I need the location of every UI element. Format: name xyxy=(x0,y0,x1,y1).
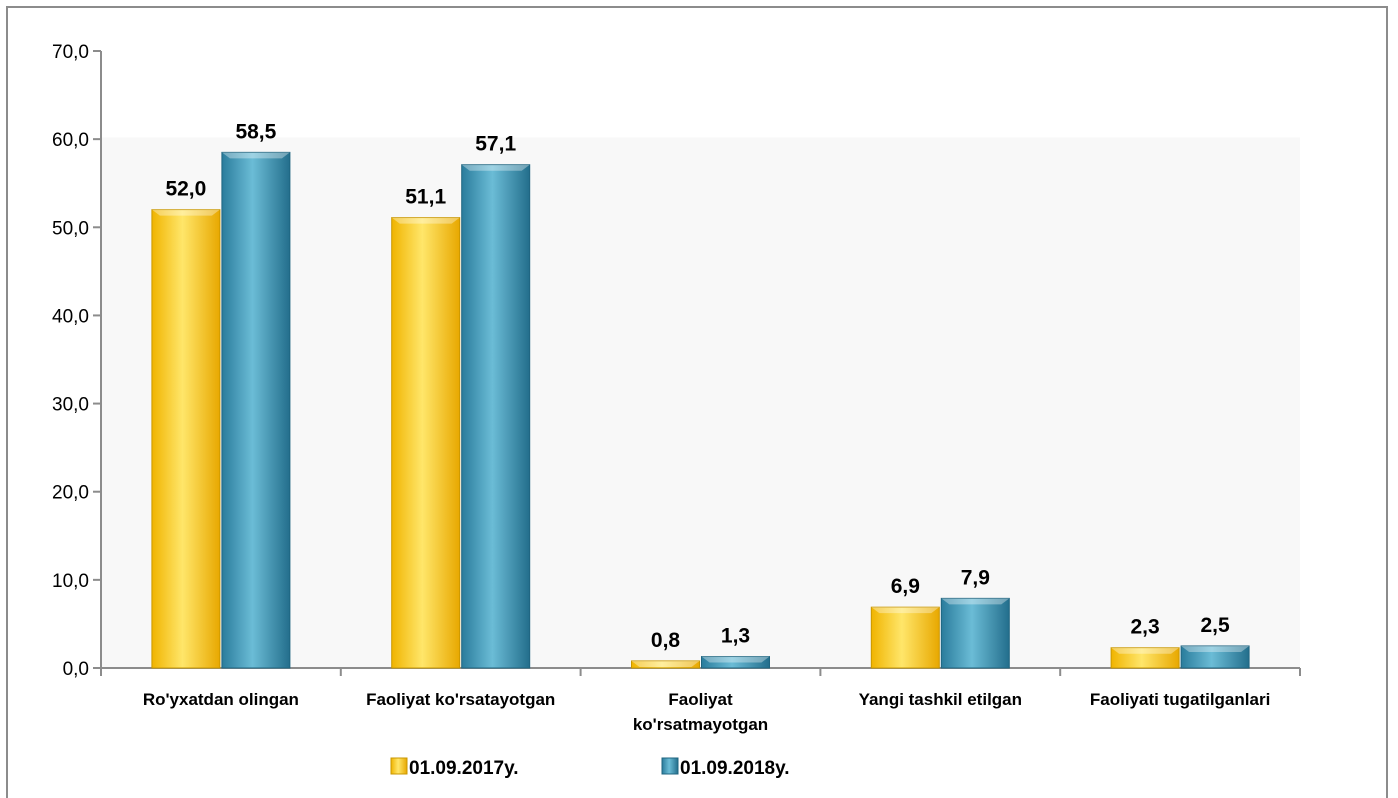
y-tick-label: 60,0 xyxy=(52,130,89,151)
bar-2018 xyxy=(461,164,531,669)
y-tick-label: 70,0 xyxy=(52,42,89,63)
legend-label: 01.09.2017y. xyxy=(409,758,519,779)
bar-2017 xyxy=(391,217,461,669)
bar-bevel xyxy=(1111,647,1180,654)
bar-bevel xyxy=(391,217,460,224)
legend-swatch xyxy=(390,757,408,775)
legend-label: 01.09.2018y. xyxy=(680,758,790,779)
bar-2018 xyxy=(701,656,770,669)
bar-2017 xyxy=(1110,647,1180,669)
y-tick-label: 40,0 xyxy=(52,306,89,327)
legend: 01.09.2017y. 01.09.2018y. xyxy=(390,757,790,779)
data-label: 52,0 xyxy=(165,178,206,201)
data-label: 7,9 xyxy=(961,566,990,589)
data-label: 1,3 xyxy=(721,625,750,648)
bar-2017 xyxy=(870,606,940,669)
data-label: 57,1 xyxy=(475,133,516,156)
bar-bevel xyxy=(1181,645,1250,652)
data-label: 2,3 xyxy=(1130,616,1159,639)
data-label: 6,9 xyxy=(891,575,920,598)
x-category-label: Faoliyati tugatilganlari xyxy=(1090,690,1270,709)
data-label: 51,1 xyxy=(405,186,446,209)
y-tick-label: 20,0 xyxy=(52,483,89,504)
bar-2018 xyxy=(221,151,291,669)
plot-area xyxy=(101,137,1300,668)
y-tick-label: 0,0 xyxy=(63,659,89,680)
data-label: 0,8 xyxy=(651,629,681,652)
bar-bevel xyxy=(701,656,770,663)
x-category-label: Faoliyat xyxy=(668,690,733,709)
bar-bevel xyxy=(871,607,940,614)
data-label: 58,5 xyxy=(235,120,276,143)
x-category-label: Ro'yxatdan olingan xyxy=(143,690,299,709)
y-tick-label: 50,0 xyxy=(52,218,89,239)
bar-2018 xyxy=(1180,645,1250,669)
y-tick-label: 10,0 xyxy=(52,571,89,592)
bar-bevel xyxy=(631,660,700,667)
bar-2018 xyxy=(940,597,1010,669)
bar-bevel xyxy=(941,598,1010,605)
bar-bevel xyxy=(461,164,530,171)
bar-2017 xyxy=(631,660,700,669)
bar-bevel xyxy=(221,152,290,159)
x-category-label: ko'rsatmayotgan xyxy=(633,715,768,734)
legend-swatch xyxy=(661,757,679,775)
x-category-label: Faoliyat ko'rsatayotgan xyxy=(366,690,555,709)
data-label: 2,5 xyxy=(1200,614,1230,637)
bar-2017 xyxy=(151,209,221,669)
bar-bevel xyxy=(151,209,220,216)
y-tick-label: 30,0 xyxy=(52,395,89,416)
x-category-label: Yangi tashkil etilgan xyxy=(859,690,1022,709)
